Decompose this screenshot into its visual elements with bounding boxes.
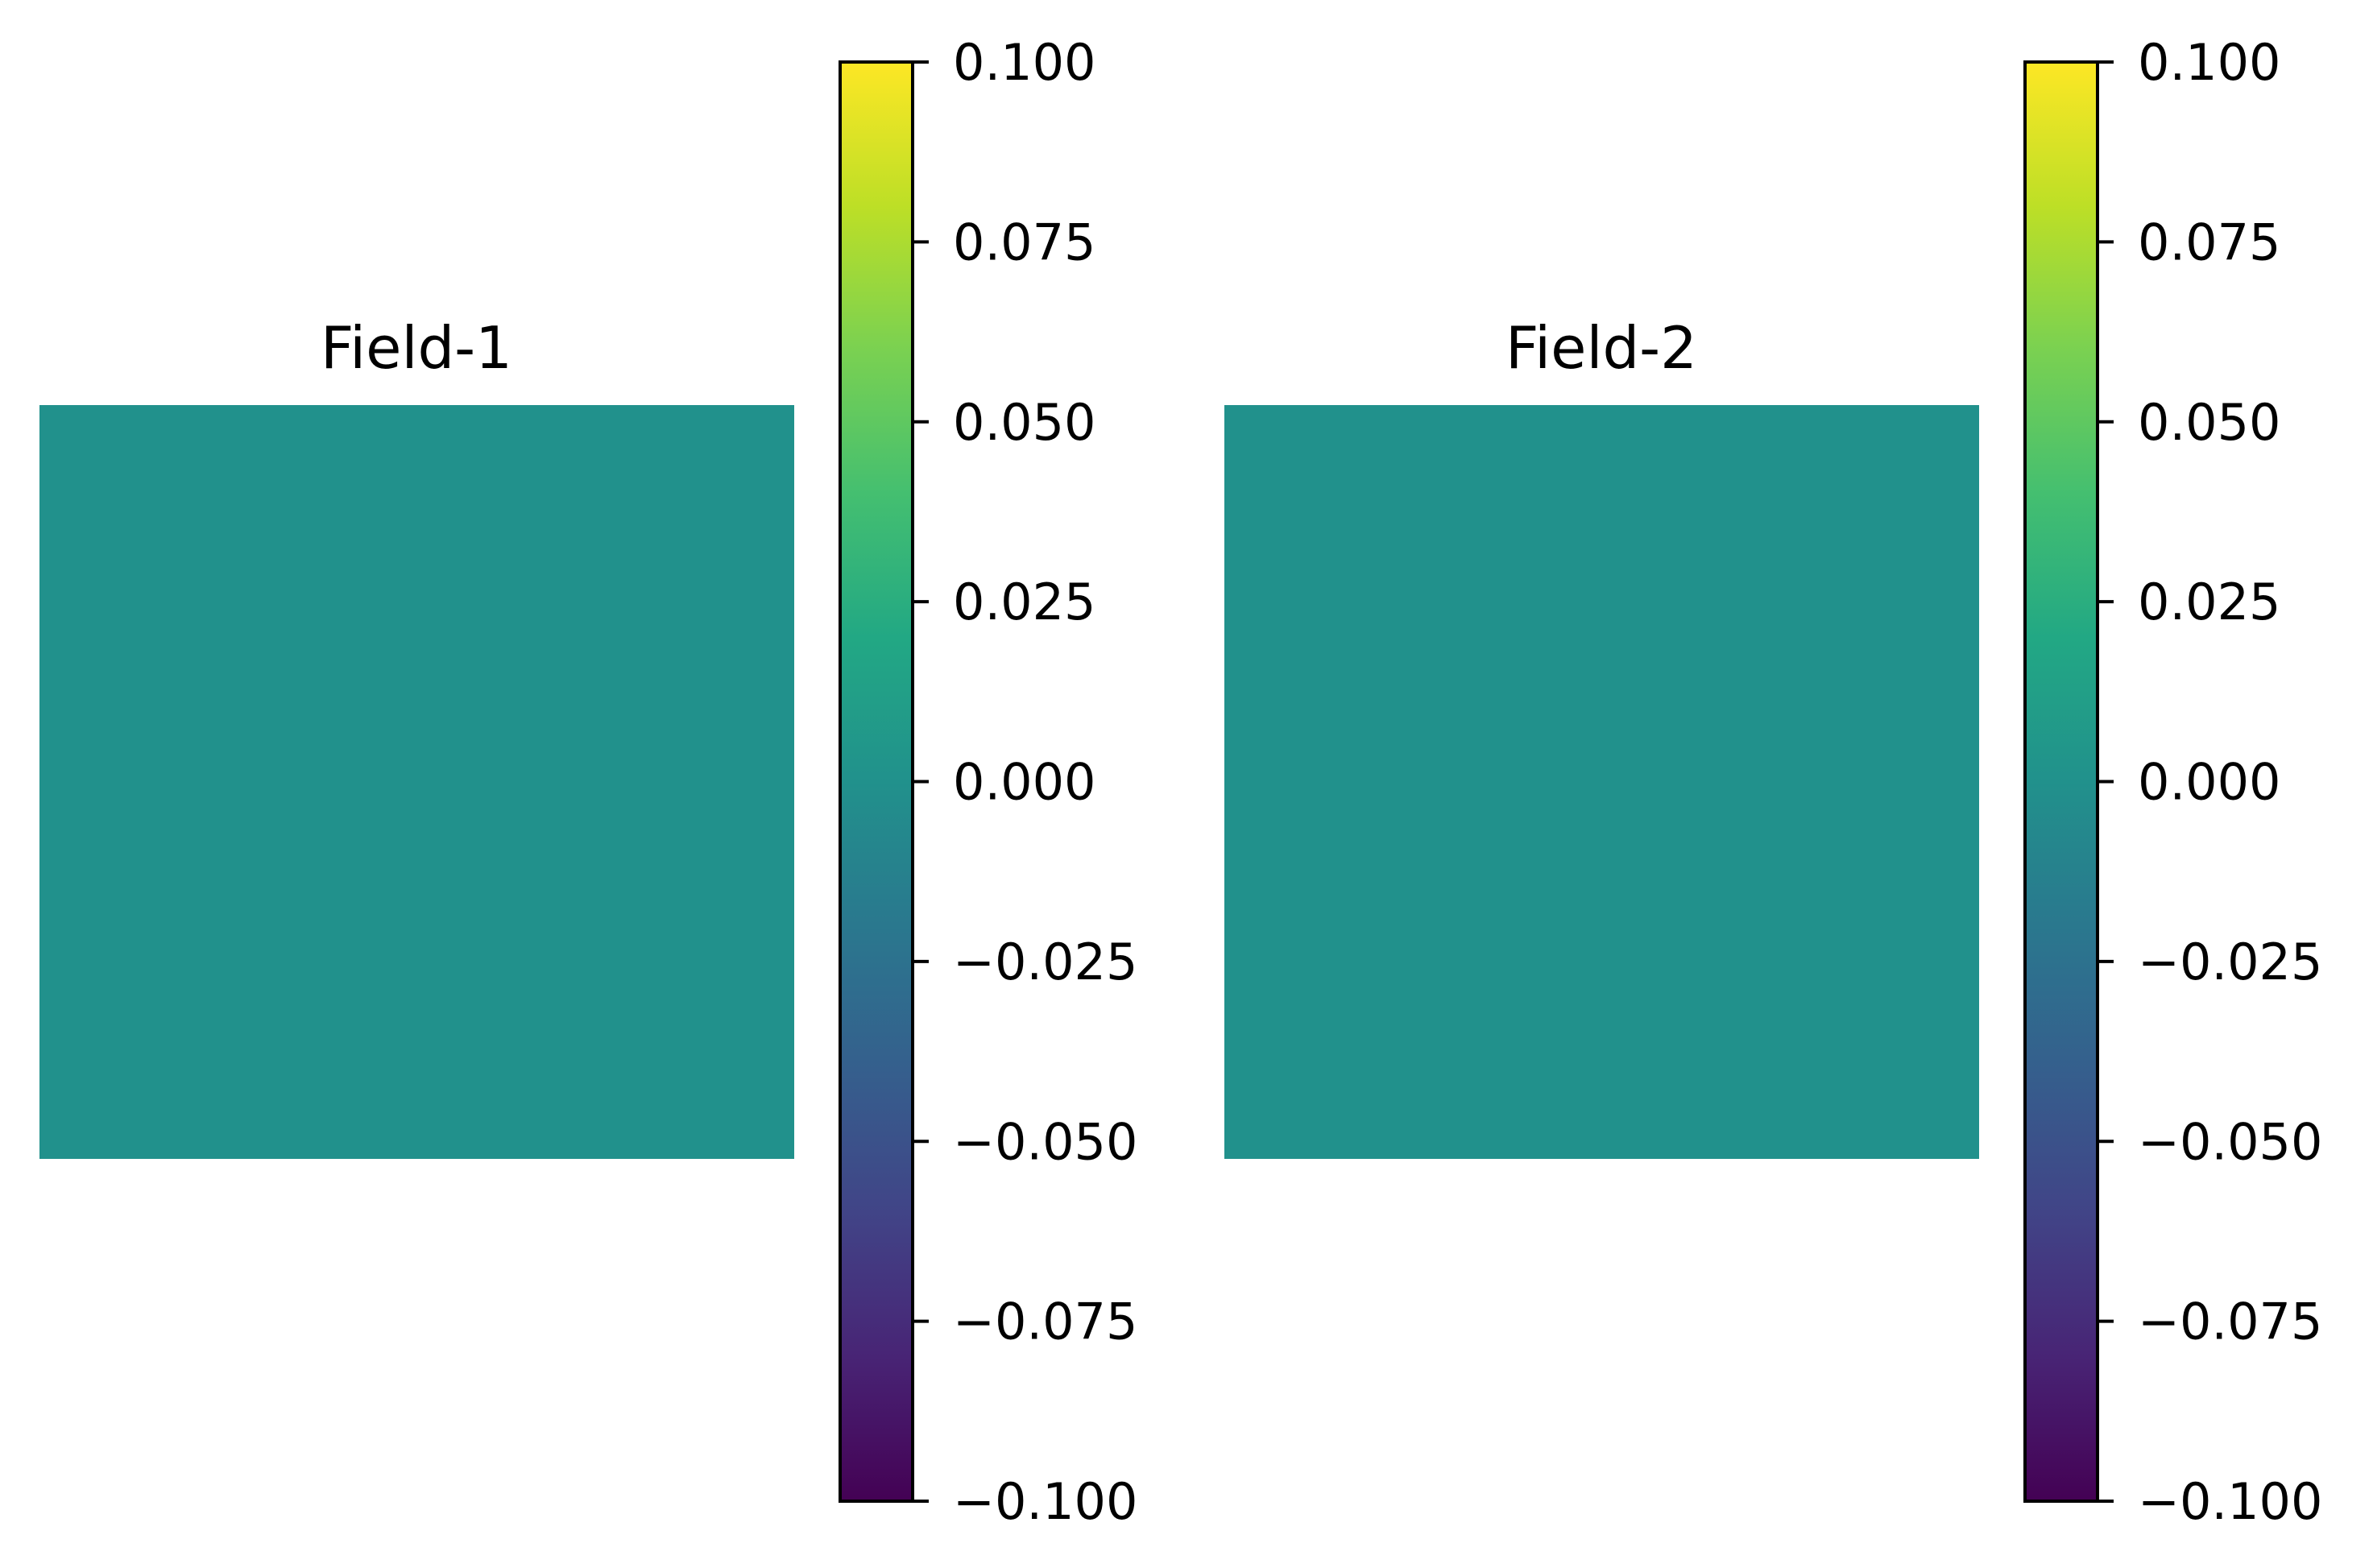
colorbar-ticks: 0.100 0.075 0.050 0.025 0.000 −0.025 −0.050 −0.…	[913, 33, 1137, 1531]
panel-field-2: Field-2 0.100 0.075 0.050 0.025 0.000 −0.025 −…	[1224, 33, 2322, 1531]
colorbar-tick-label: −0.025	[2138, 933, 2322, 991]
colorbar-tick-label: −0.100	[2138, 1472, 2322, 1531]
colorbar-tick-label: 0.075	[953, 213, 1096, 271]
panel-title: Field-1	[321, 314, 512, 382]
colorbar-tick-label: 0.025	[953, 573, 1096, 631]
colorbar-tick-label: −0.075	[2138, 1293, 2322, 1351]
colorbar-tick-label: −0.075	[953, 1293, 1137, 1351]
colorbar-tick-label: 0.100	[953, 33, 1096, 92]
colorbar-tick-label: −0.050	[2138, 1112, 2322, 1171]
colorbar-tick-label: 0.000	[2138, 753, 2281, 812]
colorbar	[839, 60, 914, 1503]
colorbar-tick-label: 0.075	[2138, 213, 2281, 271]
panel-title: Field-2	[1505, 314, 1697, 382]
colorbar-tick-label: −0.100	[953, 1472, 1137, 1531]
colorbar-tick-label: 0.100	[2138, 33, 2281, 92]
colorbar-tick-label: −0.025	[953, 933, 1137, 991]
colorbar-tick-label: 0.000	[953, 753, 1096, 812]
colorbar-ticks: 0.100 0.075 0.050 0.025 0.000 −0.025 −0.050 −0.…	[2098, 33, 2322, 1531]
colorbar	[2023, 60, 2099, 1503]
colorbar-tick-label: −0.050	[953, 1112, 1137, 1171]
panel-field-1: Field-1 0.100 0.075 0.050 0.025 0.000 −0.025 −…	[39, 33, 1137, 1531]
heatmap-cell	[39, 405, 794, 1159]
colorbar-tick-label: 0.050	[2138, 393, 2281, 452]
colorbar-tick-label: 0.050	[953, 393, 1096, 452]
colorbar-tick-label: 0.025	[2138, 573, 2281, 631]
heatmap-cell	[1224, 405, 1979, 1159]
